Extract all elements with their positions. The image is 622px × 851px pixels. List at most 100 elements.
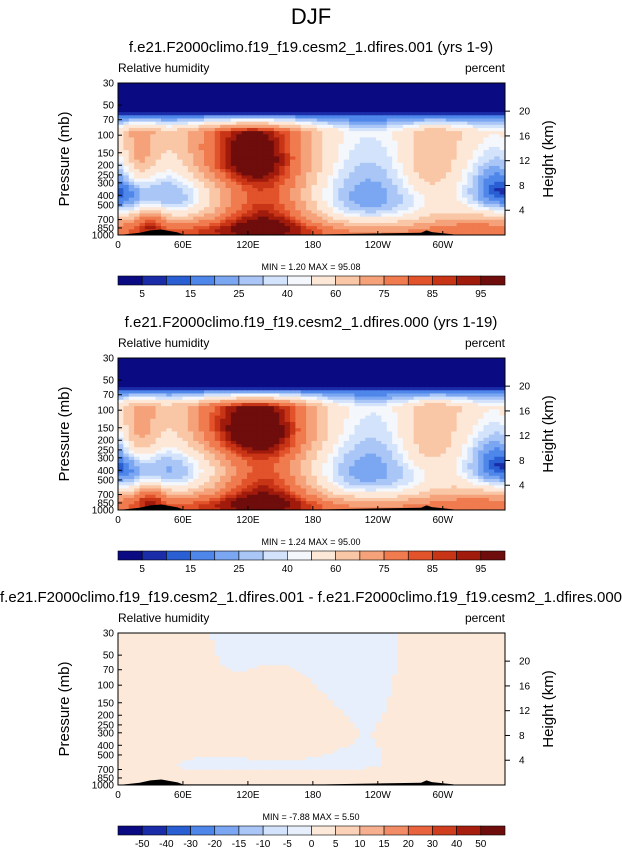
field-cell <box>338 459 345 464</box>
field-cell <box>440 121 447 125</box>
field-cell <box>241 174 248 179</box>
field-cell <box>322 171 329 176</box>
field-cell <box>241 449 248 454</box>
field-cell <box>440 168 447 173</box>
field-cell <box>333 506 339 510</box>
field-cell <box>429 102 436 106</box>
field-cell <box>467 174 474 179</box>
field-cell <box>204 152 210 157</box>
field-cell <box>478 111 485 116</box>
field-cell <box>429 503 436 508</box>
field-cell <box>230 159 237 163</box>
field-cell <box>209 193 216 198</box>
field-cell <box>279 456 286 460</box>
field-cell <box>247 105 253 109</box>
field-cell <box>322 228 329 233</box>
field-cell <box>376 487 382 492</box>
field-cell <box>451 487 458 492</box>
field-cell <box>306 121 313 125</box>
field-cell <box>225 193 232 198</box>
field-cell <box>472 497 479 502</box>
field-cell <box>413 449 420 454</box>
field-cell <box>359 197 366 201</box>
field-cell <box>483 174 490 179</box>
field-cell <box>284 130 291 135</box>
field-cell <box>483 155 490 160</box>
field-cell <box>462 231 468 235</box>
field-cell <box>144 500 151 505</box>
field-cell <box>327 102 334 106</box>
field-cell <box>419 478 425 483</box>
field-cell <box>381 102 388 106</box>
field-cell <box>263 203 270 208</box>
field-cell <box>150 86 157 90</box>
field-cell <box>306 481 313 486</box>
field-cell <box>247 503 253 508</box>
field-cell <box>429 86 436 90</box>
field-cell <box>128 459 135 464</box>
field-cell <box>144 209 151 214</box>
field-cell <box>306 465 313 470</box>
field-cell <box>316 98 323 103</box>
field-cell <box>386 174 393 179</box>
field-cell <box>419 124 425 128</box>
field-cell <box>150 190 157 195</box>
field-cell <box>247 481 253 486</box>
field-cell <box>247 222 253 227</box>
field-cell <box>306 89 313 94</box>
field-cell <box>161 149 167 154</box>
field-cell <box>306 146 313 151</box>
field-cell <box>424 86 431 90</box>
field-cell <box>204 209 210 214</box>
field-cell <box>268 206 275 211</box>
field-cell <box>214 197 221 201</box>
field-cell <box>311 487 318 492</box>
field-cell <box>483 136 490 141</box>
field-cell <box>354 506 361 510</box>
field-cell <box>472 453 479 457</box>
field-cell <box>494 453 501 457</box>
field-cell <box>128 222 135 227</box>
field-cell <box>370 449 377 454</box>
field-cell <box>483 491 490 495</box>
field-cell <box>150 171 157 176</box>
field-cell <box>451 449 458 454</box>
field-cell <box>268 506 275 510</box>
field-cell <box>327 465 334 470</box>
field-cell <box>435 484 442 489</box>
field-cell <box>316 89 323 94</box>
field-cell <box>300 143 307 147</box>
field-cell <box>214 184 221 189</box>
field-cell <box>209 95 216 100</box>
field-cell <box>370 174 377 179</box>
field-cell <box>247 225 253 230</box>
field-cell <box>424 472 431 476</box>
field-cell <box>472 95 479 100</box>
field-cell <box>166 121 173 125</box>
field-cell <box>241 187 248 192</box>
field-cell <box>386 484 393 489</box>
field-cell <box>349 500 356 505</box>
field-cell <box>252 459 259 464</box>
field-cell <box>257 181 264 185</box>
field-cell <box>306 503 313 508</box>
field-cell <box>381 143 388 147</box>
field-cell <box>311 162 318 166</box>
field-cell <box>333 453 339 457</box>
field-cell <box>230 500 237 505</box>
field-cell <box>171 478 178 483</box>
field-cell <box>198 102 205 106</box>
field-cell <box>429 178 436 182</box>
field-cell <box>322 465 329 470</box>
field-cell <box>187 209 194 214</box>
field-cell <box>198 127 205 132</box>
field-cell <box>182 475 189 479</box>
field-cell <box>343 497 350 502</box>
field-cell <box>483 453 490 457</box>
field-cell <box>311 152 318 157</box>
field-cell <box>257 219 264 223</box>
field-cell <box>252 133 259 138</box>
field-cell <box>193 212 200 217</box>
field-cell <box>376 190 382 195</box>
field-cell <box>214 181 221 185</box>
